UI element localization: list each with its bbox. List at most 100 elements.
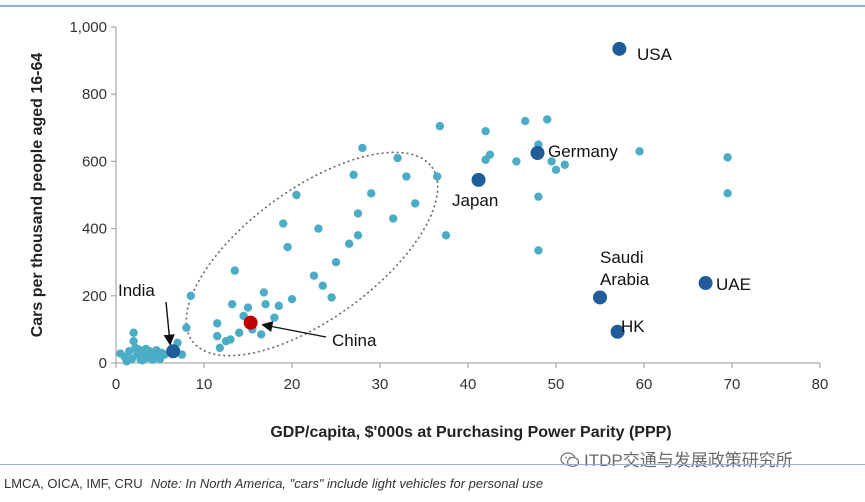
callout-arrows [163,301,327,346]
data-point [122,357,131,366]
data-point [259,288,269,297]
data-point [186,291,195,300]
data-point [309,271,319,280]
x-tick-label: 70 [724,376,741,393]
data-point [213,331,222,341]
watermark-text: ITDP交通与发展政策研究所 [584,451,793,470]
data-point [441,231,451,240]
data-point [358,143,367,153]
data-point [635,147,644,156]
label-china: China [332,331,377,350]
data-point [723,189,732,198]
data-point [226,335,235,344]
data-point [485,150,495,159]
y-axis-title: Cars per thousand people aged 16-64 [29,53,46,338]
data-point [327,293,336,302]
data-point [547,157,556,166]
bottom-rule [0,464,865,465]
data-point [283,242,292,252]
label-usa: USA [637,45,673,64]
footer-note: Note: In North America, "cars" include l… [150,476,544,491]
footer-source: LMCA, OICA, IMF, CRU [4,476,143,491]
other-countries-points [116,115,732,366]
data-point [138,356,147,365]
data-point [367,189,376,198]
x-tick-label: 20 [284,376,301,393]
footer: LMCA, OICA, IMF, CRU Note: In North Ameri… [4,476,543,491]
data-point [534,246,543,255]
data-point [318,281,327,290]
top-rule [0,5,865,7]
label-saudi-line2: Arabia [600,270,650,289]
point-hk [610,324,625,339]
data-point [274,301,283,311]
data-point [314,224,323,233]
point-india [166,344,181,359]
data-point [182,323,191,332]
data-point [512,157,521,166]
y-ticks: 0 200 400 600 800 1,000 [69,19,116,372]
data-point [261,300,270,309]
data-point [215,343,225,353]
point-japan [471,172,486,187]
x-tick-label: 80 [812,376,829,393]
data-point [235,328,244,337]
x-tick-label: 40 [460,376,477,393]
data-point [129,336,138,346]
data-point [129,328,138,337]
x-tick-label: 60 [636,376,653,393]
data-point [279,219,288,228]
data-point [213,319,222,328]
x-tick-label: 50 [548,376,565,393]
y-tick-label: 400 [82,221,107,238]
data-point [543,115,552,124]
callout-labels: USA Germany Japan Saudi Arabia UAE HK In… [118,45,751,350]
label-saudi-line1: Saudi [600,248,643,267]
label-hk: HK [621,317,645,336]
cluster-ellipse [185,151,439,357]
data-point [292,190,301,200]
data-point [481,126,490,136]
data-point [433,172,442,181]
data-point [353,231,363,240]
data-point [411,199,420,208]
china-arrow [261,321,327,338]
data-point [353,209,363,218]
data-point [551,165,561,174]
label-japan: Japan [452,191,498,210]
data-point [345,239,354,248]
data-point [227,300,237,309]
y-tick-label: 200 [82,288,107,305]
data-point [389,214,398,223]
y-tick-label: 1,000 [69,19,107,36]
watermark: ITDP交通与发展政策研究所 [560,446,793,471]
data-point [230,266,239,275]
data-point [723,153,732,162]
data-point [560,160,569,169]
point-germany [530,146,545,160]
data-point [270,313,279,322]
point-saudi-arabia [593,290,607,305]
data-point [257,330,266,339]
data-point [331,258,341,267]
data-point [243,303,253,312]
label-uae: UAE [716,275,751,294]
x-tick-label: 30 [372,376,389,393]
labeled-countries-points [166,41,713,359]
data-point [125,347,134,356]
point-usa [612,41,627,56]
label-india: India [118,281,155,300]
y-tick-label: 800 [82,86,107,103]
x-ticks: 0 10 20 30 40 50 60 70 80 [112,363,829,393]
data-point [287,294,297,304]
india-arrow [163,301,175,346]
data-point [521,116,530,126]
y-tick-label: 600 [82,153,107,170]
data-point [402,172,411,181]
data-point [349,170,358,180]
y-tick-label: 0 [99,355,107,372]
x-tick-label: 0 [112,376,120,393]
data-point [534,192,543,201]
data-point [393,153,402,163]
